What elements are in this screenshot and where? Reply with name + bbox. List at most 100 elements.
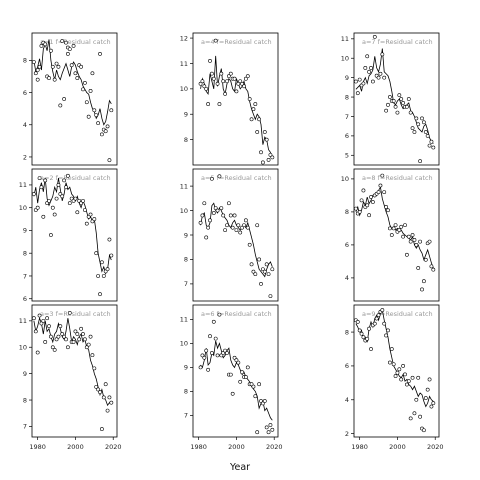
data-point xyxy=(215,208,220,213)
data-point xyxy=(64,337,68,342)
data-point xyxy=(387,95,392,99)
data-point xyxy=(404,252,409,257)
data-point xyxy=(367,69,372,74)
data-point xyxy=(268,423,273,427)
data-point xyxy=(253,102,258,106)
data-point xyxy=(96,121,101,126)
data-point xyxy=(96,274,101,278)
data-point xyxy=(225,223,229,228)
data-point xyxy=(219,206,224,211)
data-point xyxy=(64,185,68,190)
data-point xyxy=(395,370,400,375)
data-point xyxy=(92,366,97,371)
data-point xyxy=(35,68,40,72)
y-tick-label: 4 xyxy=(345,396,349,404)
data-point xyxy=(251,269,256,274)
data-point xyxy=(204,235,209,240)
panel-frame xyxy=(353,304,440,438)
data-point xyxy=(410,233,415,237)
data-point xyxy=(209,176,214,181)
data-point xyxy=(243,375,248,379)
data-point xyxy=(219,353,224,358)
data-point xyxy=(376,313,381,318)
data-point xyxy=(209,71,214,76)
y-tick-label: 9 xyxy=(23,227,27,235)
data-point xyxy=(361,81,366,86)
data-point xyxy=(47,198,51,203)
data-point xyxy=(37,176,42,181)
data-point xyxy=(353,79,358,84)
data-point xyxy=(223,348,228,353)
data-point xyxy=(31,316,36,321)
data-point xyxy=(217,312,222,317)
data-point xyxy=(378,71,383,76)
y-tick-label: 6 xyxy=(345,362,349,370)
data-point xyxy=(43,340,48,344)
data-point xyxy=(242,84,246,89)
data-point xyxy=(359,198,364,203)
data-point xyxy=(268,152,273,157)
data-point xyxy=(73,329,78,334)
data-point xyxy=(37,64,42,69)
data-point xyxy=(374,316,379,321)
x-tick-label: 2000 xyxy=(228,443,245,451)
y-tick-label: 9 xyxy=(184,111,188,119)
data-point xyxy=(47,76,51,80)
data-point xyxy=(391,362,396,367)
y-tick-label: 6 xyxy=(23,295,27,303)
data-point xyxy=(423,396,428,400)
data-point xyxy=(386,208,390,213)
data-point xyxy=(198,365,203,370)
data-point xyxy=(236,360,241,365)
data-point xyxy=(414,397,419,402)
data-point xyxy=(425,133,430,138)
data-point xyxy=(39,43,44,48)
data-point xyxy=(39,185,44,190)
data-point xyxy=(266,158,271,162)
data-point xyxy=(86,342,91,347)
data-point xyxy=(401,100,406,105)
data-point xyxy=(54,196,59,201)
data-point xyxy=(230,391,235,396)
panel-strip-label: a=5 f=Residual catch xyxy=(201,174,272,182)
data-point xyxy=(69,63,74,68)
data-point xyxy=(84,221,89,226)
data-point xyxy=(253,272,258,277)
data-point xyxy=(355,320,360,324)
data-point xyxy=(50,205,55,210)
y-tick-label: 10 xyxy=(341,55,349,63)
data-point xyxy=(82,208,87,212)
data-point xyxy=(236,81,241,86)
data-point xyxy=(389,233,394,237)
data-point xyxy=(84,100,89,105)
data-point xyxy=(43,178,48,183)
panel-frame xyxy=(353,168,440,302)
data-point xyxy=(370,200,375,204)
data-point xyxy=(255,223,260,228)
y-tick-label: 12 xyxy=(180,34,188,42)
data-point xyxy=(393,104,398,109)
data-point xyxy=(255,130,260,134)
data-point xyxy=(213,206,218,211)
data-point xyxy=(204,86,209,91)
data-point xyxy=(408,110,413,115)
fitted-line xyxy=(200,55,273,158)
data-point xyxy=(412,130,417,134)
data-point xyxy=(397,367,402,372)
data-point xyxy=(217,174,222,179)
data-point xyxy=(268,294,273,299)
data-point xyxy=(255,430,260,435)
data-point xyxy=(427,143,432,148)
panel-strip-label: a=1 f=Residual catch xyxy=(40,38,111,46)
y-tick-label: 9 xyxy=(345,74,349,82)
data-point xyxy=(387,360,392,365)
data-point xyxy=(198,220,203,225)
data-point xyxy=(260,267,265,272)
data-point xyxy=(266,272,271,277)
data-point xyxy=(431,145,436,150)
data-point xyxy=(270,155,275,160)
data-point xyxy=(418,159,423,164)
y-tick-label: 10 xyxy=(19,344,27,352)
data-point xyxy=(67,311,72,315)
